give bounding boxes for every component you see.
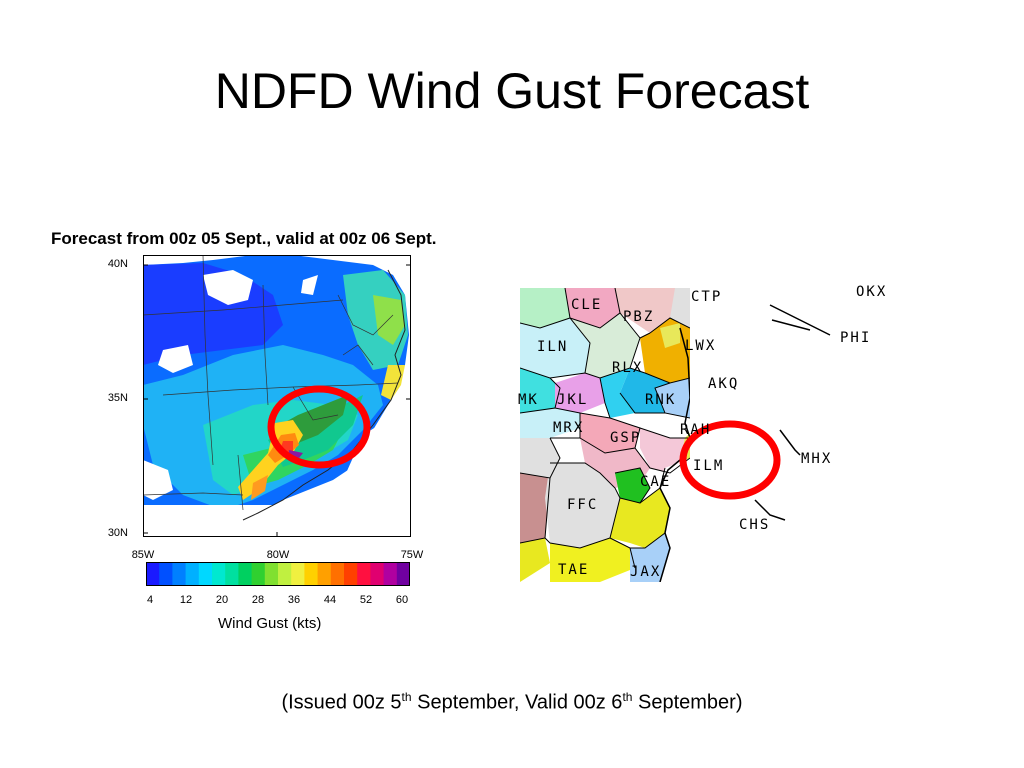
colorbar-title: Wind Gust (kts) xyxy=(218,615,322,632)
lat-label-40n: 40N xyxy=(107,258,128,270)
lon-label-85w: 85W xyxy=(131,549,155,561)
wfo-label-phi: PHI xyxy=(840,330,872,346)
colorbar-tick-label: 4 xyxy=(146,594,154,606)
wfo-label-chs: CHS xyxy=(739,517,771,533)
colorbar-swatch xyxy=(357,562,371,586)
colorbar-swatch xyxy=(238,562,253,586)
wfo-label-rlx: RLX xyxy=(612,360,644,376)
wfo-label-ffc: FFC xyxy=(567,497,599,513)
lat-label-30n: 30N xyxy=(107,527,128,539)
colorbar-swatch xyxy=(172,562,187,586)
wfo-label-tae: TAE xyxy=(558,562,590,578)
colorbar-swatch xyxy=(159,562,173,586)
issued-valid-caption: (Issued 00z 5th September, Valid 00z 6th… xyxy=(281,690,743,714)
colorbar-tick-label: 52 xyxy=(359,594,373,606)
colorbar-swatch xyxy=(146,562,160,586)
wfo-label-gsp: GSP xyxy=(610,430,642,446)
colorbar-swatch xyxy=(344,562,358,586)
colorbar-swatch xyxy=(291,562,305,586)
colorbar-tick-label: 36 xyxy=(287,594,301,606)
wfo-boundary-map xyxy=(520,288,690,582)
colorbar-tick-label: 28 xyxy=(251,594,265,606)
wind-gust-map xyxy=(143,255,411,537)
wfo-label-cle: CLE xyxy=(571,297,603,313)
colorbar xyxy=(146,562,410,586)
lat-label-35n: 35N xyxy=(107,392,128,404)
wfo-label-cae: CAE xyxy=(640,474,672,490)
lon-label-75w: 75W xyxy=(400,549,424,561)
wfo-label-ilm: ILM xyxy=(693,458,725,474)
colorbar-tick-label: 20 xyxy=(215,594,229,606)
colorbar-swatch xyxy=(212,562,226,586)
wfo-label-mrx: MRX xyxy=(553,420,585,436)
wfo-label-mhx: MHX xyxy=(801,451,833,467)
colorbar-swatch xyxy=(317,562,332,586)
colorbar-swatch xyxy=(396,562,410,586)
wfo-label-iln: ILN xyxy=(537,339,569,355)
colorbar-swatch xyxy=(225,562,239,586)
wfo-label-rnk: RNK xyxy=(645,392,677,408)
slide-title: NDFD Wind Gust Forecast xyxy=(214,63,810,119)
colorbar-tick-label: 12 xyxy=(179,594,193,606)
map-heading: Forecast from 00z 05 Sept., valid at 00z… xyxy=(51,229,437,248)
wfo-label-jkl: JKL xyxy=(557,392,589,408)
colorbar-swatch xyxy=(185,562,200,586)
wfo-label-jax: JAX xyxy=(630,564,662,580)
colorbar-swatch xyxy=(304,562,319,586)
wfo-label-okx: OKX xyxy=(856,284,888,300)
colorbar-tick-label: 60 xyxy=(395,594,409,606)
colorbar-swatch xyxy=(383,562,398,586)
colorbar-swatch xyxy=(278,562,292,586)
wfo-label-rah: RAH xyxy=(680,422,712,438)
colorbar-border xyxy=(146,562,410,586)
wfo-label-mk: MK xyxy=(518,392,539,408)
wfo-label-ctp: CTP xyxy=(691,289,723,305)
highlight-circle xyxy=(267,385,371,469)
colorbar-swatch xyxy=(370,562,385,586)
wfo-label-lwx: LWX xyxy=(685,338,717,354)
colorbar-swatch xyxy=(264,562,279,586)
colorbar-swatch xyxy=(330,562,345,586)
colorbar-tick-label: 44 xyxy=(323,594,337,606)
wfo-label-pbz: PBZ xyxy=(623,309,655,325)
colorbar-swatch xyxy=(198,562,213,586)
wfo-label-akq: AKQ xyxy=(708,376,740,392)
lon-label-80w: 80W xyxy=(266,549,290,561)
wfo-highlight-circle xyxy=(679,420,781,500)
colorbar-swatch xyxy=(251,562,266,586)
wfo-pointer-lines xyxy=(679,304,831,521)
